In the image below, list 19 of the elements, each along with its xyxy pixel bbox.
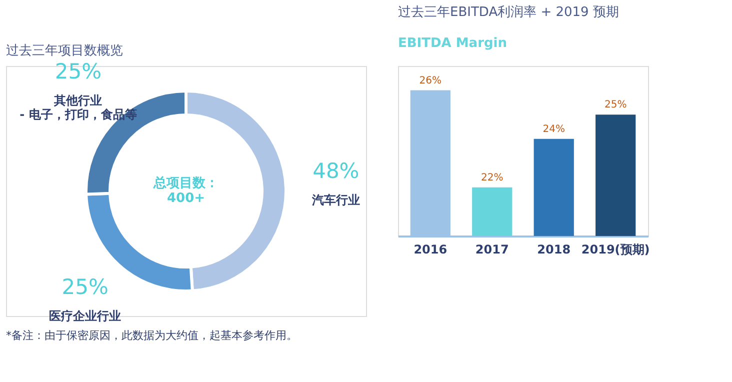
slice-label: 其他行业 - 电子，打印，食品等: [20, 94, 137, 122]
data-label: 48%: [312, 159, 360, 184]
chart-title: 过去三年EBITDA利润率 + 2019 预期: [398, 4, 619, 20]
chart-title: 过去三年项目数概览: [6, 44, 123, 59]
data-label: 22%: [481, 172, 504, 184]
text: 总项目数： 400+: [152, 175, 218, 206]
slice-label: 汽车行业: [310, 193, 360, 208]
chart-subtitle: EBITDA Margin: [398, 36, 508, 51]
data-label: 24%: [542, 124, 565, 135]
data-label: 26%: [419, 75, 442, 86]
x-tick-label: 2017: [475, 242, 509, 256]
data-label: 25%: [604, 100, 627, 111]
x-tick-label: 2018: [537, 242, 571, 256]
slice-label: 医疗企业行业: [49, 309, 122, 324]
x-tick-label: 2019(预期): [581, 242, 650, 256]
data-label: 25%: [62, 275, 108, 300]
data-label: 25%: [54, 60, 102, 84]
x-tick-label: 2016: [414, 242, 448, 256]
text: *备注：由于保密原因，此数据为大约值，起基本参考作用。: [6, 329, 298, 342]
